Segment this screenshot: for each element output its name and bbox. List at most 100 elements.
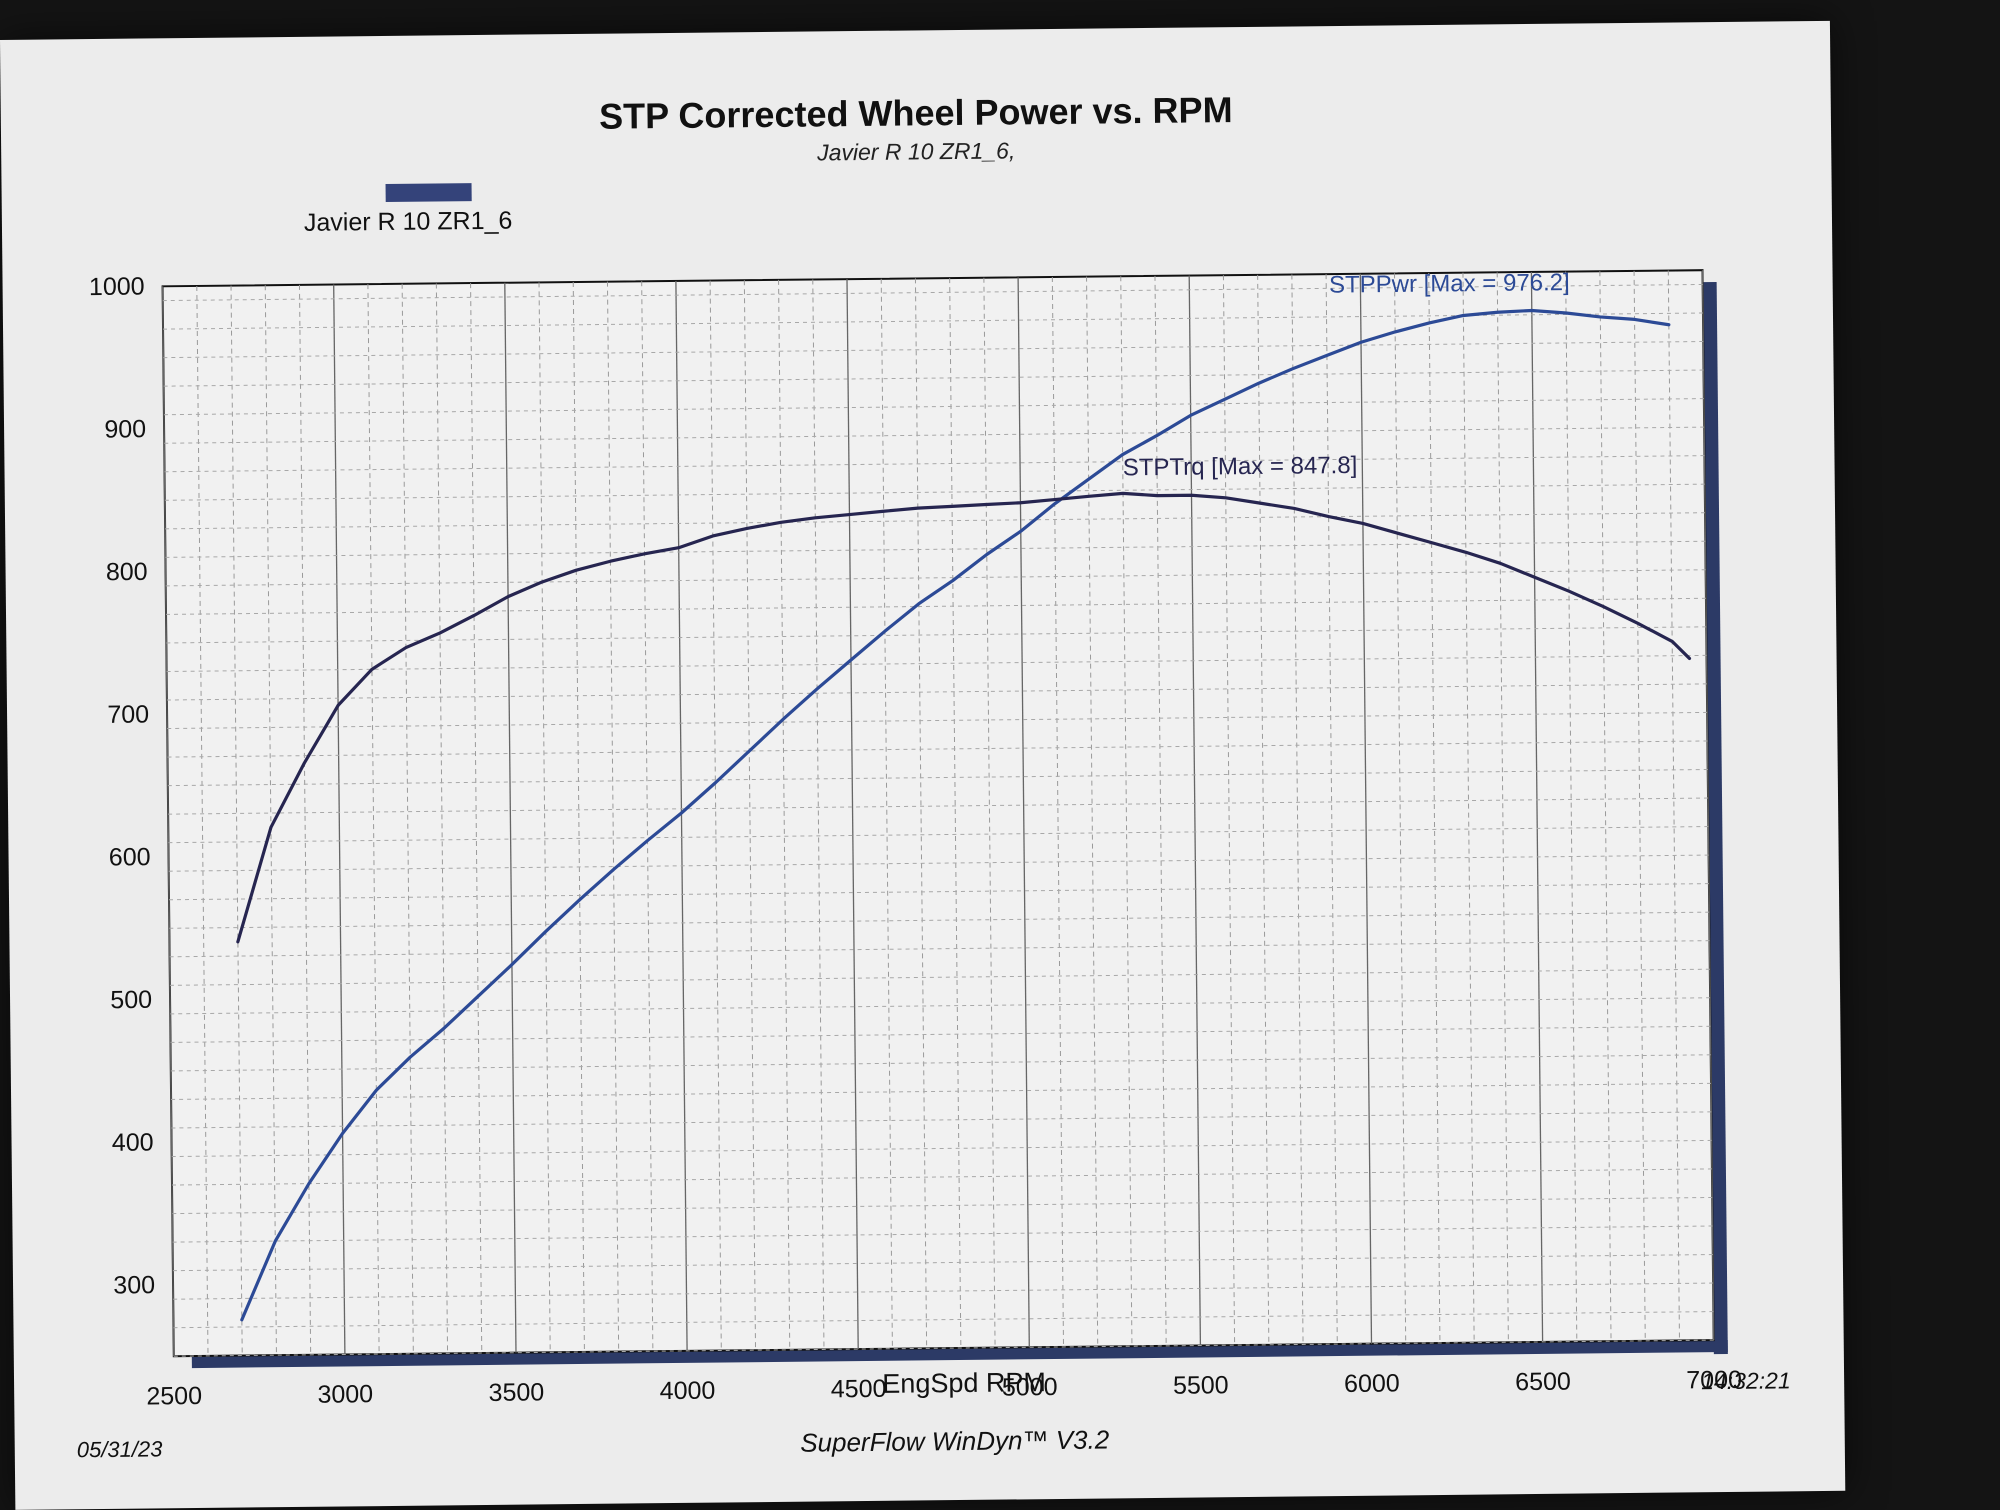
plot-shadow-right [1702, 282, 1728, 1355]
grid-line-minor [169, 883, 1709, 901]
x-tick-label: 6500 [1515, 1368, 1571, 1397]
grid-line-minor [169, 968, 1710, 986]
grid-line-minor [164, 483, 1705, 501]
grid-line-minor [538, 282, 551, 1353]
grid-line-minor [173, 1311, 1714, 1329]
grid-line-minor [914, 278, 928, 1349]
grid-line-minor [606, 281, 620, 1352]
grid-line-major [675, 280, 688, 1351]
y-tick-label: 600 [109, 843, 151, 871]
y-tick-label: 400 [112, 1128, 154, 1156]
grid-line-minor [169, 940, 1710, 958]
grid-line-minor [572, 282, 585, 1352]
grid-line-minor [1496, 272, 1509, 1343]
grid-line-minor [164, 455, 1705, 473]
grid-line-minor [166, 654, 1707, 672]
grid-line-major [846, 279, 859, 1350]
grid-line-minor [435, 283, 449, 1354]
grid-line-minor [1633, 270, 1646, 1341]
plot-shadow-bottom [191, 1339, 1728, 1369]
x-tick-label: 5500 [1173, 1371, 1229, 1400]
grid-line-minor [172, 1196, 1713, 1215]
grid-line-minor [264, 285, 277, 1356]
x-tick-label: 4000 [660, 1377, 716, 1406]
y-tick-label: 800 [106, 558, 148, 586]
y-tick-label: 1000 [89, 273, 145, 302]
grid-line-minor [1428, 273, 1441, 1343]
grid-line-minor [166, 597, 1706, 615]
grid-line-minor [298, 284, 312, 1355]
grid-line-minor [163, 369, 1704, 387]
grid-line-minor [167, 768, 1708, 787]
x-tick-label: 4500 [831, 1375, 887, 1404]
grid-line-minor [1291, 274, 1304, 1345]
grid-line-minor [1462, 272, 1475, 1343]
grid-line-minor [1086, 276, 1099, 1347]
grid-line-minor [163, 312, 1703, 330]
y-tick-label: 500 [110, 986, 152, 1014]
grid-line-major [333, 284, 346, 1355]
grid-line-minor [1325, 274, 1338, 1345]
grid-line-minor [743, 280, 757, 1351]
grid-line-minor [1394, 273, 1407, 1344]
grid-line-minor [367, 284, 380, 1355]
grid-line-minor [401, 283, 414, 1354]
grid-line-minor [163, 398, 1704, 416]
grid-line-minor [164, 426, 1705, 444]
grid-line-minor [1222, 275, 1236, 1346]
x-tick-label: 3000 [317, 1380, 373, 1409]
plot-area [161, 269, 1715, 1358]
grid-line-minor [171, 1168, 1712, 1186]
grid-line-minor [641, 281, 654, 1352]
grid-line-minor [1051, 276, 1065, 1347]
grid-line-minor [470, 283, 483, 1354]
grid-line-major [504, 282, 517, 1353]
grid-line-minor [162, 283, 1703, 302]
dyno-printout-sheet: STP Corrected Wheel Power vs. RPM Javier… [0, 20, 1846, 1510]
grid-line-minor [812, 279, 825, 1350]
grid-line-major [1188, 275, 1202, 1346]
x-tick-label: 6000 [1344, 1369, 1400, 1398]
grid-line-minor [168, 854, 1709, 872]
stppwr-line [240, 308, 1671, 1322]
grid-line-minor [983, 277, 996, 1348]
print-time: 14:32:21 [1701, 1367, 1791, 1395]
grid-line-minor [880, 278, 893, 1349]
grid-line-minor [166, 683, 1707, 701]
grid-line-major [1701, 270, 1715, 1341]
grid-line-minor [165, 569, 1706, 587]
grid-line-minor [778, 279, 791, 1350]
stptrq-line [236, 491, 1692, 944]
grid-line-minor [172, 1254, 1713, 1272]
grid-line-minor [173, 1282, 1714, 1300]
x-tick-label: 3500 [488, 1378, 544, 1407]
grid-line-minor [168, 826, 1709, 844]
y-tick-label: 900 [104, 415, 146, 443]
stppwr-annotation: STPPwr [Max = 976.2] [1329, 269, 1570, 299]
grid-line-minor [165, 540, 1706, 558]
grid-line-minor [171, 1139, 1712, 1158]
grid-line-minor [196, 285, 209, 1356]
grid-line-major [1530, 271, 1544, 1342]
grid-line-minor [709, 280, 722, 1351]
grid-line-major [1359, 273, 1373, 1344]
grid-line-minor [171, 1082, 1712, 1100]
grid-line-major [1017, 277, 1030, 1348]
x-tick-label: 5000 [1002, 1373, 1058, 1402]
x-tick-label: 7000 [1686, 1366, 1742, 1395]
grid-line-minor [165, 512, 1706, 530]
grid-line-minor [163, 341, 1704, 359]
grid-line-minor [171, 1111, 1712, 1129]
grid-line-minor [1120, 276, 1133, 1347]
grid-line-minor [168, 797, 1709, 815]
y-tick-label: 300 [113, 1271, 155, 1299]
grid-line-minor [1599, 271, 1612, 1342]
grid-line-minor [167, 711, 1708, 730]
grid-line-minor [1154, 275, 1167, 1346]
grid-line-major [161, 286, 175, 1357]
y-tick-label: 700 [107, 700, 149, 728]
grid-line-minor [170, 997, 1711, 1015]
grid-line-minor [949, 278, 962, 1349]
grid-line-minor [1667, 270, 1680, 1341]
grid-line-minor [167, 740, 1708, 758]
